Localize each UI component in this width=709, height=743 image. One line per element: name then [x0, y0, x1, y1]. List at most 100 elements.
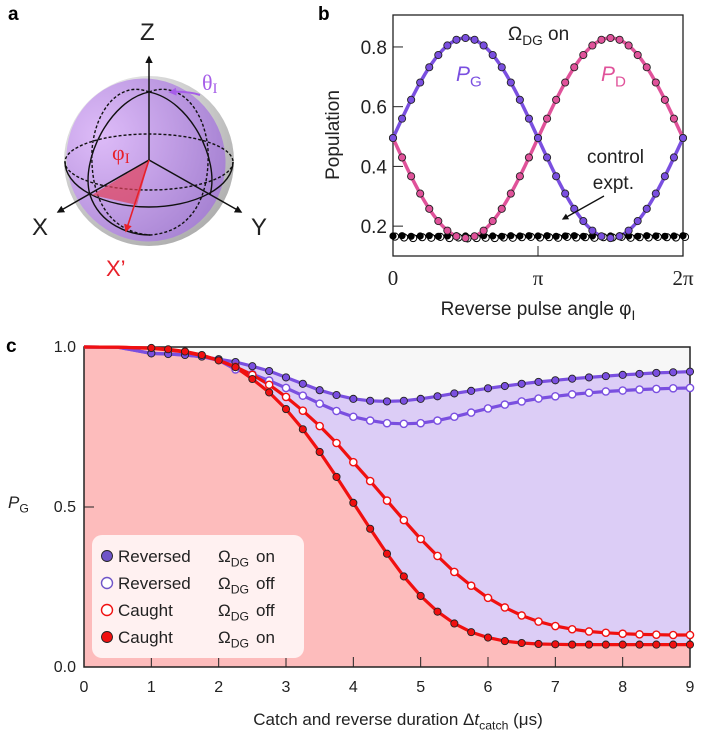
panel-b-chart: b 0.2 0.4 0.6 0.8 0 π 2π ΩDG on PG PD control expt.… [318, 4, 694, 323]
pg-point [515, 95, 524, 104]
caught-on-point [416, 591, 425, 601]
pd-point [506, 189, 515, 198]
reversed-on-point [399, 396, 408, 405]
caught-off-point [635, 630, 644, 639]
reversed-on-point [652, 368, 661, 377]
x-axis-label: Reverse pulse angle φI [441, 299, 636, 323]
pd-point [470, 232, 479, 241]
control-filled-point [679, 232, 687, 240]
reversed-off-point [567, 390, 577, 399]
x-axis-arrow [56, 159, 150, 213]
axis-label-y: Y [251, 214, 267, 241]
reversed-on-point [483, 384, 493, 393]
x-axis-label: Catch and reverse duration Δtcatch (μs) [253, 710, 542, 732]
reversed-on-point [265, 366, 274, 376]
axis-label-z: Z [140, 19, 155, 46]
caught-off-point [382, 496, 392, 505]
control-filled-point [416, 232, 424, 240]
reversed-off-point [551, 391, 560, 401]
control-arrow [561, 195, 605, 220]
legend-omega-label: ΩDG [218, 601, 249, 623]
legend-marker [101, 550, 113, 562]
phi-label: φI [112, 140, 130, 167]
expt-label: expt. [593, 173, 634, 194]
caught-on-point [147, 343, 156, 353]
pd-point [461, 234, 470, 243]
caught-off-point [601, 628, 611, 638]
pd-point [488, 217, 497, 226]
caught-off-point [500, 603, 510, 612]
axis-label-x-prime: X’ [106, 256, 126, 281]
pd-point [561, 78, 570, 87]
pg-point [588, 226, 597, 235]
caught-off-point [567, 624, 577, 634]
control-filled-point [652, 232, 660, 240]
control-filled-point [670, 232, 678, 240]
caught-off-point [534, 617, 543, 626]
caught-on-point [248, 374, 257, 384]
pd-point [624, 41, 633, 50]
control-filled-point [543, 232, 551, 240]
caught-on-point [669, 640, 678, 649]
reversed-off-point [483, 404, 493, 413]
legend-state: off [256, 601, 275, 620]
caught-off-point [450, 567, 459, 577]
caught-off-point [483, 593, 493, 603]
legend-omega-label: ΩDG [218, 574, 249, 596]
caught-on-point [601, 640, 610, 649]
legend-box [92, 535, 304, 658]
legend-state: on [256, 547, 275, 566]
pg-point [624, 226, 633, 235]
caught-off-point [584, 627, 594, 636]
control-filled-point [570, 232, 578, 240]
control-filled-point [661, 232, 669, 240]
pd-point [434, 217, 443, 226]
reversed-on-point [584, 373, 594, 382]
pg-point [488, 50, 497, 60]
pd-point [425, 204, 434, 213]
reversed-on-point [450, 389, 459, 398]
x-tick-label: 0 [388, 266, 399, 290]
reversed-on-point [467, 386, 476, 395]
caught-on-point [298, 425, 307, 434]
pg-point [452, 35, 461, 44]
reversed-on-point [298, 379, 307, 388]
pd-point [543, 114, 552, 123]
reversed-off-point [466, 408, 476, 417]
caught-off-point [281, 392, 291, 402]
caught-on-point [197, 350, 206, 360]
caught-on-point [517, 638, 526, 648]
reversed-on-point [248, 362, 257, 371]
caught-on-point [584, 640, 594, 649]
pd-point [497, 204, 506, 213]
caught-on-point [500, 637, 509, 646]
pg-point [678, 133, 688, 143]
caught-on-point [231, 363, 240, 372]
caught-off-point [349, 457, 358, 467]
pd-point [552, 95, 561, 104]
control-filled-point [552, 232, 560, 240]
reversed-on-point [618, 370, 627, 379]
control-filled-point [643, 232, 651, 240]
reversed-on-point [685, 367, 695, 376]
reversed-on-point [534, 377, 543, 386]
reversed-on-point [433, 392, 442, 401]
reversed-off-point [365, 416, 375, 425]
legend-omega-label: ΩDG [218, 547, 249, 569]
caught-off-point [298, 406, 308, 415]
pg-point [552, 172, 561, 181]
pg-point [470, 35, 479, 44]
caught-on-point [281, 405, 291, 414]
pg-point [434, 50, 443, 60]
legend-omega-label: ΩDG [218, 628, 249, 650]
legend-label: Caught [118, 601, 173, 620]
reversed-off-point [315, 399, 324, 408]
reversed-on-point [332, 390, 341, 400]
pd-point [597, 35, 606, 44]
reversed-off-point [652, 384, 661, 394]
pg-point [479, 41, 488, 50]
reversed-off-point [281, 383, 291, 393]
caught-off-point [466, 581, 476, 591]
control-filled-point [534, 232, 542, 240]
